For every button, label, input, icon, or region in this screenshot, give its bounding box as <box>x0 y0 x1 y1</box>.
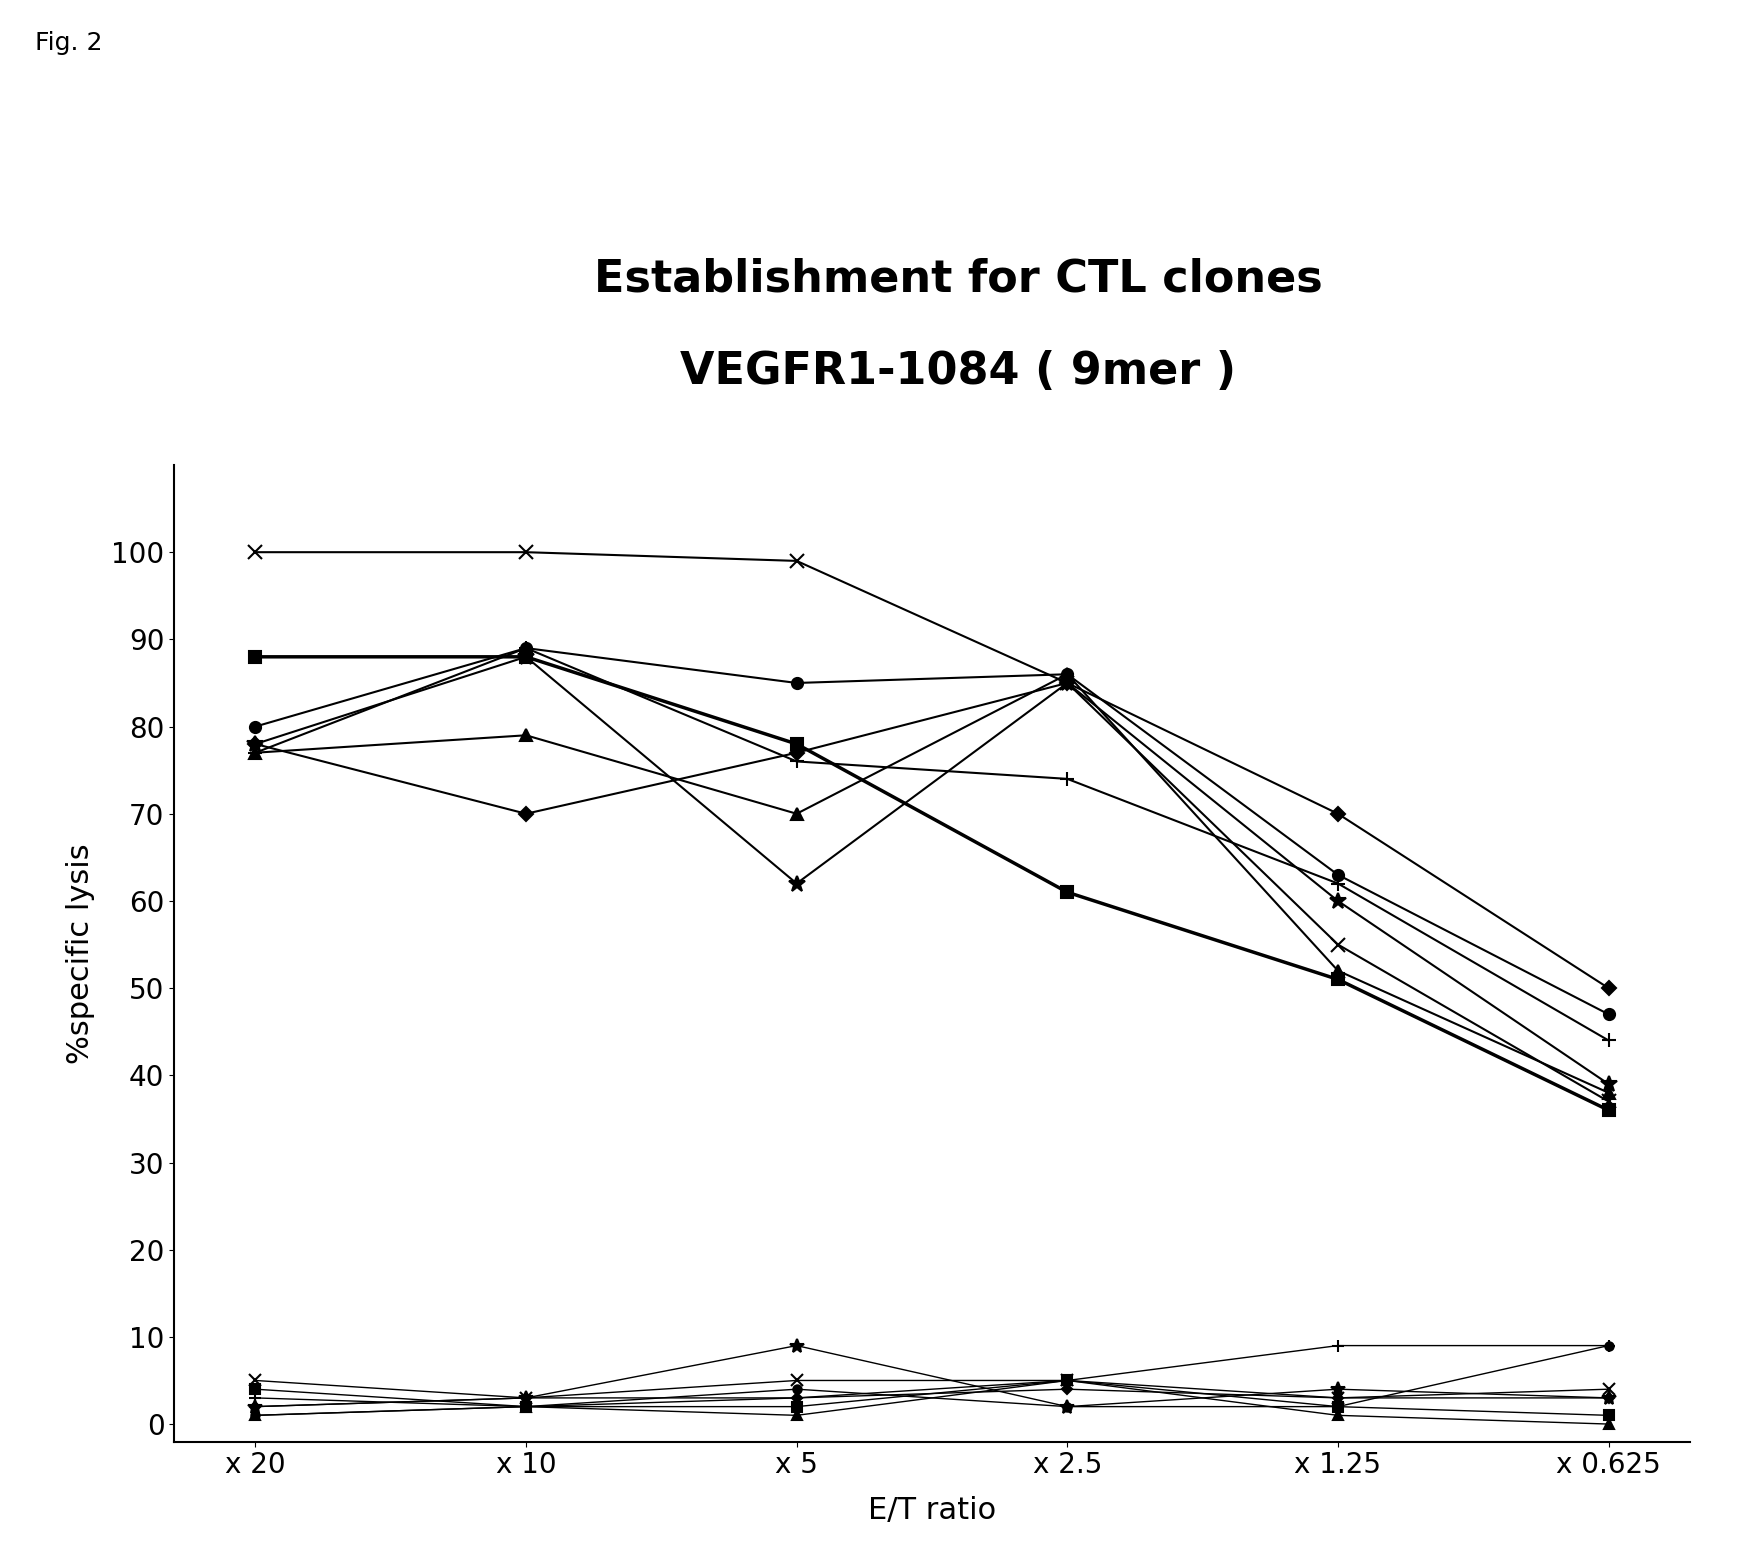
Text: Establishment for CTL clones: Establishment for CTL clones <box>594 257 1322 301</box>
Text: Fig. 2: Fig. 2 <box>35 31 103 54</box>
X-axis label: E/T ratio: E/T ratio <box>868 1496 996 1525</box>
Text: VEGFR1-1084 ( 9mer ): VEGFR1-1084 ( 9mer ) <box>679 350 1237 394</box>
Y-axis label: %specific lysis: %specific lysis <box>66 843 94 1063</box>
